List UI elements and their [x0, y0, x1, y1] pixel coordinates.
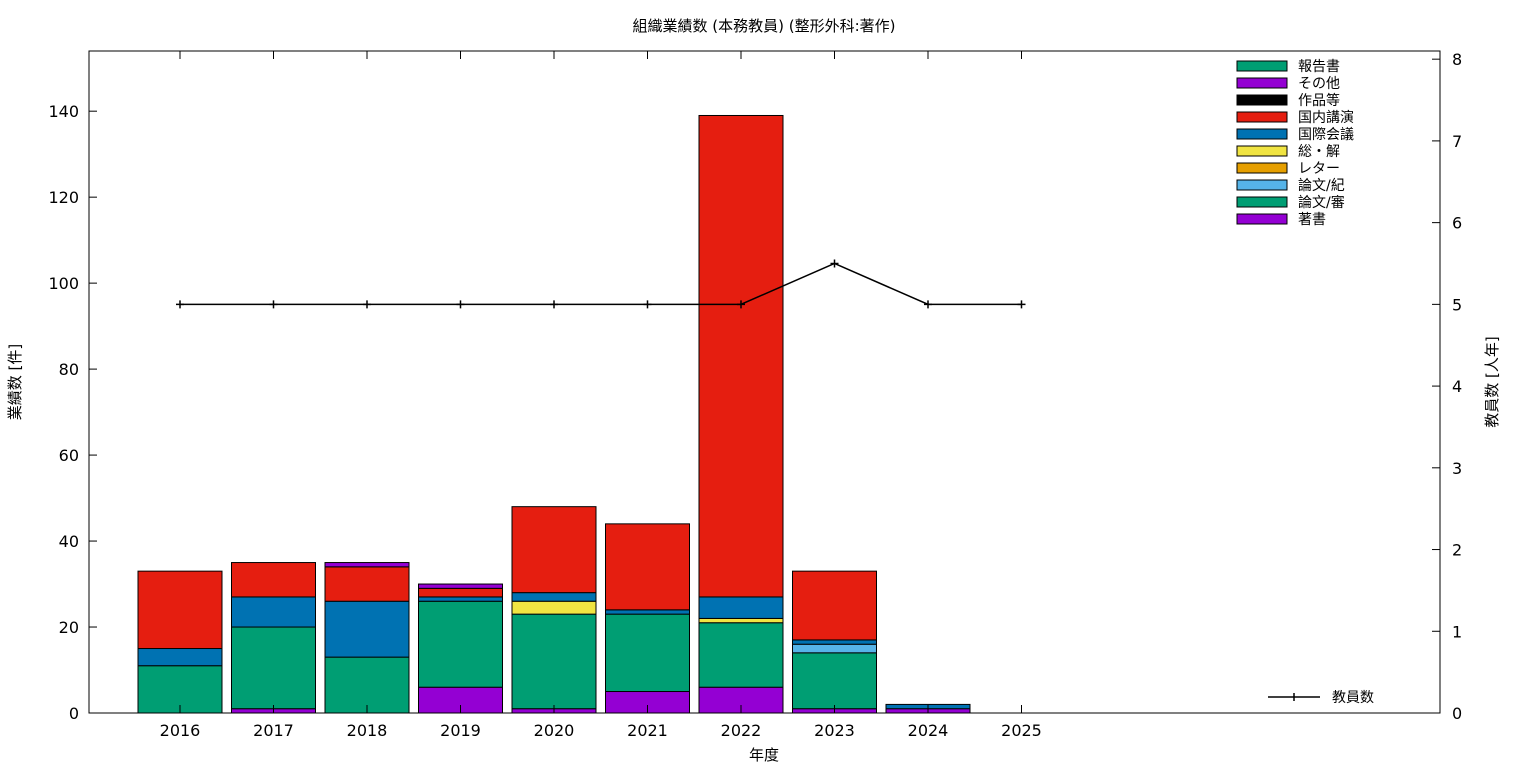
- line-point: [269, 300, 278, 309]
- line-point: [456, 300, 465, 309]
- bar-segment: [792, 652, 877, 710]
- y-tick-label: 20: [59, 618, 79, 637]
- bar-segment: [511, 506, 597, 594]
- bar-segment: [324, 566, 410, 602]
- chart-title: 組織業績数 (本務教員) (整形外科:著作): [633, 17, 896, 35]
- bar-segment: [418, 587, 503, 598]
- legend-swatch: [1236, 60, 1288, 72]
- bar-segment: [418, 596, 503, 602]
- line-series: [180, 262, 1022, 306]
- legend-swatch: [1236, 128, 1288, 140]
- bar-segment: [605, 609, 690, 615]
- y-tick-label: 60: [59, 446, 79, 465]
- bar-segment: [511, 592, 597, 602]
- plot-area: 0 20 40 60 80 100 120 140 0 1 2 3 4 5 6 7 8 2016 2017 2018 2…: [48, 50, 1462, 740]
- x-tick-label: 2022: [721, 721, 762, 740]
- bar-segment: [231, 626, 316, 710]
- y2-tick-label: 1: [1452, 622, 1462, 641]
- legend-swatch: [1236, 213, 1288, 225]
- bar-segment: [418, 600, 503, 688]
- x-tick-label: 2023: [814, 721, 855, 740]
- line-point: [550, 300, 558, 309]
- legend-label: 論文/紀: [1298, 178, 1345, 194]
- line-point: [363, 300, 371, 309]
- legend-swatch: [1236, 162, 1288, 174]
- x-axis-label: 年度: [749, 746, 779, 764]
- line-point: [830, 259, 839, 268]
- y2-tick-label: 0: [1452, 704, 1462, 723]
- y-tick-label: 0: [69, 704, 79, 723]
- plot-frame: [88, 50, 1441, 714]
- legend-label: 国内講演: [1298, 110, 1354, 126]
- bar-segment: [324, 600, 410, 658]
- y2-tick-label: 6: [1452, 214, 1462, 233]
- line-point: [176, 300, 184, 309]
- legend-label: 論文/審: [1298, 195, 1345, 211]
- y-tick-label: 140: [48, 102, 79, 121]
- y-tick-label: 100: [48, 274, 79, 293]
- y2-tick-label: 3: [1452, 459, 1462, 478]
- bar-segment: [698, 617, 784, 624]
- legend-swatch: [1236, 145, 1288, 157]
- legend-label: レター: [1298, 161, 1340, 177]
- y2-tick-label: 5: [1452, 295, 1462, 314]
- line-point: [737, 300, 745, 309]
- bar-segment: [324, 656, 410, 714]
- legend-swatch: [1236, 111, 1288, 123]
- line-point: [643, 300, 652, 309]
- bar-segment: [511, 600, 597, 615]
- x-tick-label: 2021: [627, 721, 668, 740]
- bar-segment: [137, 648, 223, 667]
- legend-swatch: [1236, 77, 1288, 89]
- y-axis-label: 業績数 [件]: [6, 344, 24, 420]
- legend-label: 総・解: [1298, 144, 1340, 160]
- x-tick-label: 2017: [253, 721, 294, 740]
- bar-segment: [231, 562, 316, 598]
- y2-tick-label: 4: [1452, 377, 1462, 396]
- x-tick-label: 2019: [440, 721, 481, 740]
- x-tick-label: 2018: [347, 721, 388, 740]
- line-point: [1017, 300, 1026, 309]
- bar-segment: [792, 643, 877, 654]
- legend-label: 国際会議: [1298, 126, 1354, 143]
- legend-swatch: [1236, 179, 1288, 191]
- y-tick-label: 120: [48, 188, 79, 207]
- y2-axis-label: 教員数 [人年]: [1483, 336, 1501, 427]
- legend-label: その他: [1298, 76, 1340, 92]
- bar-segment: [231, 596, 316, 628]
- legend-swatch: [1236, 94, 1288, 106]
- legend-label: 著書: [1298, 212, 1326, 228]
- legend-swatch: [1236, 196, 1288, 208]
- bar-segment: [792, 570, 877, 641]
- x-tick-label: 2025: [1001, 721, 1042, 740]
- bar-segment: [324, 562, 410, 568]
- bar-segment: [137, 570, 223, 650]
- legend-line-label: 教員数: [1332, 690, 1374, 706]
- bar-segment: [698, 622, 784, 688]
- y2-tick-label: 8: [1452, 50, 1462, 69]
- y2-tick-label: 7: [1452, 132, 1462, 151]
- line-point: [924, 300, 932, 309]
- y-tick-label: 80: [59, 360, 79, 379]
- bar-segment: [792, 639, 877, 645]
- bar-segment: [698, 596, 784, 619]
- bar-segment: [511, 613, 597, 710]
- legend-label: 作品等: [1298, 92, 1340, 109]
- bar-segment: [698, 114, 784, 598]
- y-tick-label: 40: [59, 532, 79, 551]
- bar-segment: [605, 523, 690, 611]
- x-tick-label: 2024: [908, 721, 949, 740]
- y2-tick-label: 2: [1452, 541, 1462, 560]
- legend-label: 報告書: [1298, 59, 1340, 75]
- bar-segment: [605, 613, 690, 693]
- x-tick-label: 2020: [534, 721, 575, 740]
- x-tick-label: 2016: [160, 721, 201, 740]
- bar-segment: [418, 583, 503, 589]
